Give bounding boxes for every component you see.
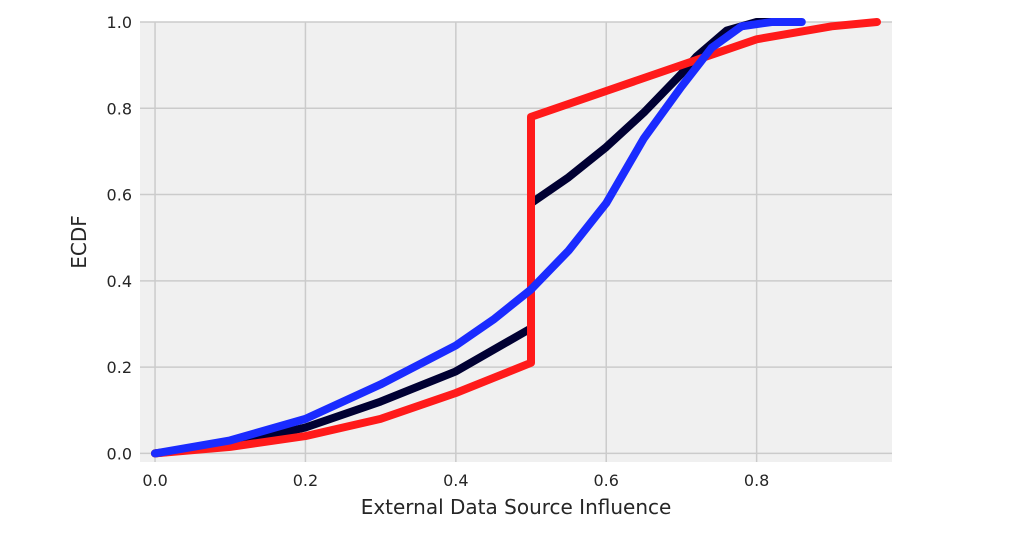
x-tick-label: 0.2 bbox=[293, 471, 318, 490]
series-line-0 bbox=[151, 18, 799, 458]
x-tick-label: 0.6 bbox=[594, 471, 619, 490]
y-axis-label: ECDF bbox=[67, 215, 91, 269]
grid-lines bbox=[140, 21, 892, 462]
plot-background bbox=[140, 22, 892, 462]
series-layer bbox=[151, 18, 881, 458]
series-line-1 bbox=[151, 18, 881, 458]
y-tick-labels: 0.0 0.2 0.4 0.6 0.8 1.0 bbox=[107, 13, 132, 463]
y-tick-label: 0.8 bbox=[107, 99, 132, 118]
x-axis-label: External Data Source Influence bbox=[361, 495, 672, 519]
x-tick-label: 0.4 bbox=[443, 471, 468, 490]
x-tick-label: 0.8 bbox=[744, 471, 769, 490]
x-tick-label: 0.0 bbox=[142, 471, 167, 490]
y-tick-label: 0.2 bbox=[107, 358, 132, 377]
y-tick-label: 1.0 bbox=[107, 13, 132, 32]
x-tick-labels: 0.0 0.2 0.4 0.6 0.8 bbox=[142, 471, 769, 490]
y-tick-label: 0.0 bbox=[107, 444, 132, 463]
y-tick-label: 0.6 bbox=[107, 186, 132, 205]
y-tick-label: 0.4 bbox=[107, 272, 132, 291]
series-line-2 bbox=[151, 18, 806, 458]
